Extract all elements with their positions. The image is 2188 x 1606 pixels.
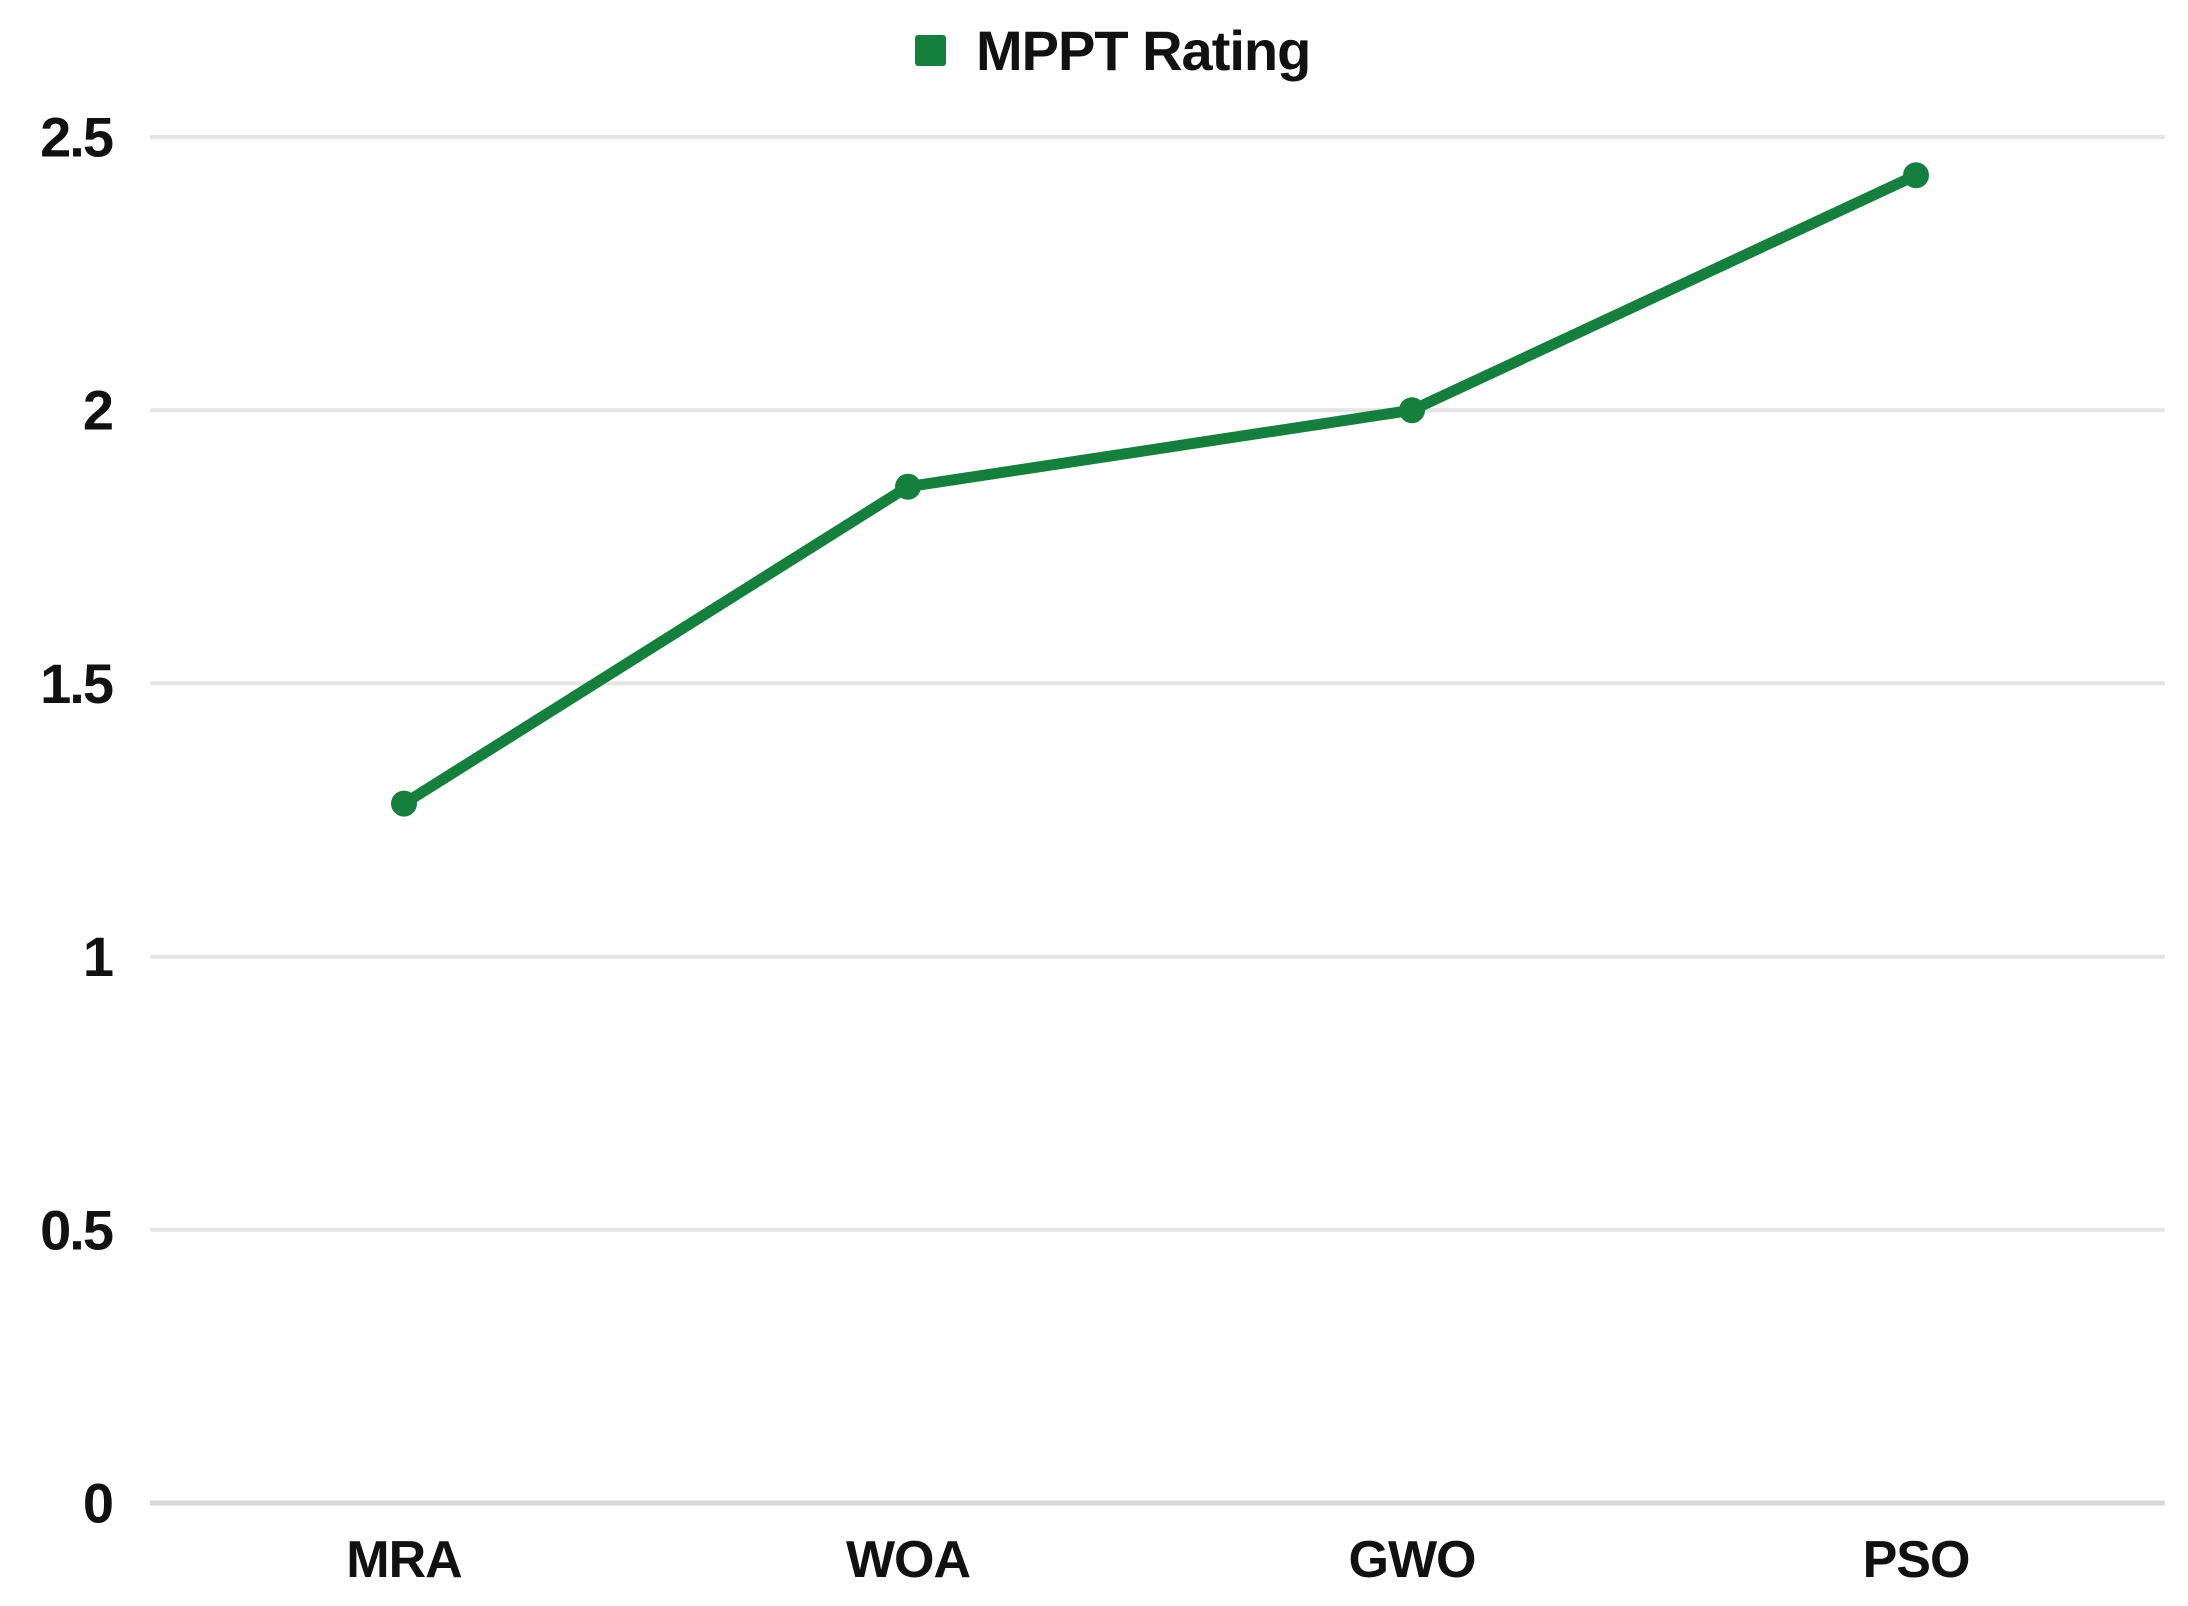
x-tick-label: WOA <box>846 1531 971 1589</box>
data-point-marker <box>1399 397 1425 424</box>
y-tick-label: 0 <box>83 1472 112 1535</box>
data-point-marker <box>391 790 417 817</box>
legend: MPPT Rating <box>915 12 1311 88</box>
series-line <box>398 169 1922 810</box>
y-tick-label: 2.5 <box>40 106 113 169</box>
data-point-marker <box>895 473 921 500</box>
data-point-marker <box>1903 162 1929 189</box>
y-tick-label: 2 <box>83 379 112 442</box>
y-tick-label: 1.5 <box>40 652 113 715</box>
x-tick-label: MRA <box>346 1531 462 1589</box>
y-tick-label: 1 <box>83 925 113 988</box>
x-tick-label: PSO <box>1863 1531 1970 1589</box>
legend-square-icon <box>915 34 946 66</box>
x-tick-label: GWO <box>1349 1531 1476 1589</box>
legend-label: MPPT Rating <box>976 18 1311 82</box>
y-tick-label: 0.5 <box>40 1198 113 1261</box>
